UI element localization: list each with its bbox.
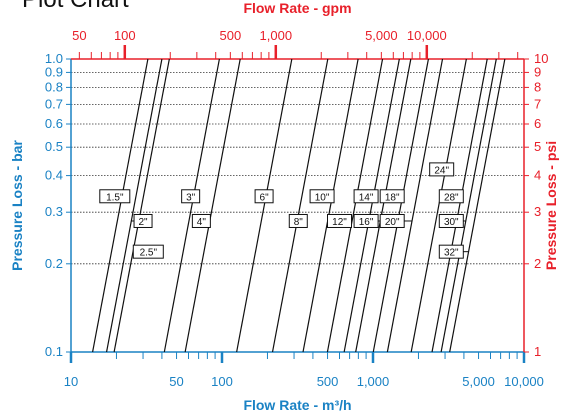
series-label-box	[99, 189, 131, 204]
series-line	[163, 58, 220, 353]
series-line	[271, 58, 329, 353]
series-label: 2"	[138, 217, 148, 228]
series-label-box	[379, 189, 405, 204]
series-label: 14"	[359, 192, 374, 203]
series-line	[355, 58, 412, 353]
y2-tick-label: 7	[534, 96, 541, 111]
series-line	[113, 58, 170, 353]
y2-tick-label: 9	[534, 64, 541, 79]
series-line	[449, 58, 506, 353]
series-label-box	[133, 213, 153, 228]
series-label: 28"	[444, 192, 459, 203]
series-label: 18"	[385, 192, 400, 203]
x-tick-label: 500	[317, 374, 339, 389]
y-tick-label: 0.4	[45, 168, 63, 183]
y2-tick-label: 1	[534, 344, 541, 359]
x2-tick-label: 100	[114, 28, 136, 43]
page-title: Plot Chart	[22, 0, 129, 14]
series-label: 12"	[332, 217, 347, 228]
series-label: 10"	[315, 192, 330, 203]
y-axis-title: Pressure Loss - bar	[9, 140, 25, 271]
series-label: 6"	[260, 192, 270, 203]
x-tick-label: 10	[64, 374, 78, 389]
series-label: 20"	[385, 217, 400, 228]
series-label: 2.5"	[140, 248, 158, 259]
y2-axis-title: Pressure Loss - psi	[543, 141, 559, 270]
x2-axis-title: Flow Rate - gpm	[243, 0, 351, 16]
y-tick-label: 0.7	[45, 96, 63, 111]
x2-tick-label: 50	[72, 28, 86, 43]
x-tick-label: 50	[169, 374, 183, 389]
series-label-box	[327, 213, 353, 228]
series-line	[410, 58, 467, 353]
series-label: 16"	[359, 217, 374, 228]
series-label-box	[438, 213, 464, 228]
series-line	[431, 58, 488, 353]
series-label: 32"	[444, 248, 459, 259]
series-line	[386, 58, 444, 353]
y-tick-label: 0.9	[45, 64, 63, 79]
series-label-box	[309, 189, 335, 204]
series-label: 24"	[434, 165, 449, 176]
series-label-box	[353, 189, 379, 204]
series-line	[302, 58, 359, 353]
series-label-box	[181, 189, 201, 204]
y2-tick-label: 8	[534, 79, 541, 94]
x-tick-label: 10,000	[504, 374, 544, 389]
series-line	[440, 58, 497, 353]
x-axis-title: Flow Rate - m³/h	[243, 397, 351, 413]
y-tick-label: 0.3	[45, 204, 63, 219]
x2-tick-label: 1,000	[260, 28, 293, 43]
series-label-box	[438, 189, 464, 204]
y-tick-label: 0.8	[45, 79, 63, 94]
y2-tick-label: 6	[534, 116, 541, 131]
series-label: 3"	[186, 192, 196, 203]
series-label: 4"	[197, 217, 207, 228]
series-label: 30"	[444, 217, 459, 228]
y-tick-label: 1.0	[45, 51, 63, 66]
y2-tick-label: 5	[534, 139, 541, 154]
series-line	[326, 58, 384, 353]
series-line	[105, 58, 163, 353]
series-label-box	[379, 213, 405, 228]
series-label-box	[132, 244, 164, 259]
series-label-box	[288, 213, 308, 228]
y2-tick-label: 2	[534, 256, 541, 271]
series-label-box	[254, 189, 274, 204]
y-tick-label: 0.1	[45, 344, 63, 359]
x-tick-label: 100	[211, 374, 233, 389]
series-line	[236, 58, 293, 353]
series-label-box	[438, 244, 464, 259]
x-tick-label: 5,000	[462, 374, 495, 389]
x-tick-label: 1,000	[357, 374, 390, 389]
series-line	[343, 58, 400, 353]
x2-tick-label: 10,000	[407, 28, 447, 43]
x2-tick-label: 5,000	[365, 28, 398, 43]
series-label-box	[191, 213, 211, 228]
series-line	[92, 58, 149, 353]
y2-tick-label: 10	[534, 51, 548, 66]
y2-tick-label: 4	[534, 168, 541, 183]
series-label-box	[429, 162, 455, 177]
y-tick-label: 0.2	[45, 256, 63, 271]
series-line	[184, 58, 241, 353]
series-label: 8"	[294, 217, 304, 228]
x2-tick-label: 500	[219, 28, 241, 43]
series-line	[372, 58, 430, 353]
y-tick-label: 0.6	[45, 116, 63, 131]
series-label-box	[353, 213, 379, 228]
series-label: 1.5"	[106, 192, 124, 203]
y-tick-label: 0.5	[45, 139, 63, 154]
y2-tick-label: 3	[534, 204, 541, 219]
